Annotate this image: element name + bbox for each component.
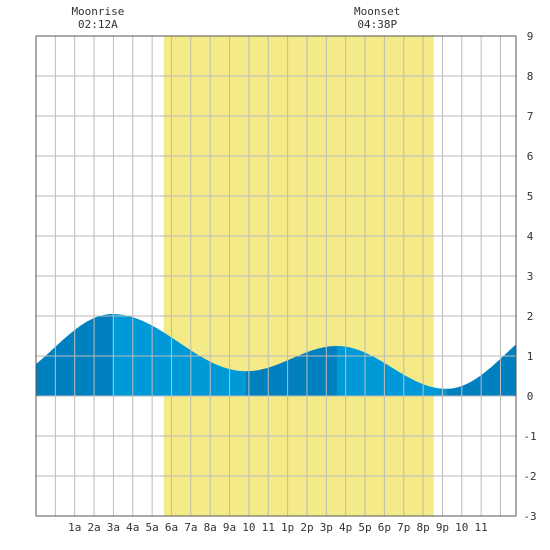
y-tick-label: -1 xyxy=(523,430,536,443)
y-tick-label: 0 xyxy=(527,390,534,403)
x-tick-label: 4a xyxy=(126,521,139,534)
x-tick-label: 6a xyxy=(165,521,178,534)
x-tick-label: 1p xyxy=(281,521,294,534)
x-tick-label: 8p xyxy=(416,521,429,534)
y-tick-label: 3 xyxy=(527,270,534,283)
tide-segment-falling xyxy=(336,346,447,396)
x-tick-label: 7p xyxy=(397,521,410,534)
y-tick-label: 9 xyxy=(527,30,534,43)
y-tick-label: 5 xyxy=(527,190,534,203)
moonset-label: Moonset xyxy=(354,5,400,18)
plot-frame xyxy=(35,35,517,517)
x-axis-labels: 1a 2a 3a 4a 5a 6a 7a 8a 9a 10 11 1p 2p 3p 4p 5p 6p 7p 8p 9p… xyxy=(68,521,488,534)
y-tick-label: 4 xyxy=(527,230,534,243)
x-tick-label: 10 xyxy=(242,521,255,534)
y-tick-label: 6 xyxy=(527,150,534,163)
tide-segment-rising xyxy=(446,344,516,396)
x-tick-label: 6p xyxy=(378,521,391,534)
x-tick-label: 8a xyxy=(204,521,217,534)
x-tick-label: 3a xyxy=(107,521,120,534)
x-tick-label: 9p xyxy=(436,521,449,534)
x-tick-label: 10 xyxy=(455,521,468,534)
y-tick-label: 7 xyxy=(527,110,534,123)
x-tick-label: 2a xyxy=(87,521,100,534)
y-tick-label: 2 xyxy=(527,310,534,323)
y-tick-label: -2 xyxy=(523,470,536,483)
x-tick-label: 7a xyxy=(184,521,197,534)
x-tick-label: 4p xyxy=(339,521,352,534)
moonrise-time: 02:12A xyxy=(78,18,118,31)
x-tick-label: 9a xyxy=(223,521,236,534)
x-tick-label: 3p xyxy=(320,521,333,534)
grid-lines xyxy=(36,36,516,516)
x-tick-label: 5a xyxy=(146,521,159,534)
x-tick-label: 5p xyxy=(358,521,371,534)
y-tick-label: -3 xyxy=(523,510,536,523)
moonset-time: 04:38P xyxy=(357,18,397,31)
y-tick-label: 8 xyxy=(527,70,534,83)
y-tick-label: 1 xyxy=(527,350,534,363)
x-tick-label: 1a xyxy=(68,521,81,534)
y-axis-labels: -3 -2 -1 0 1 2 3 4 5 6 7 8 9 xyxy=(523,30,536,523)
moonrise-label: Moonrise xyxy=(71,5,124,18)
x-tick-label: 11 xyxy=(475,521,488,534)
x-tick-label: 2p xyxy=(300,521,313,534)
tide-segment-falling xyxy=(112,314,246,396)
x-tick-label: 11 xyxy=(262,521,275,534)
